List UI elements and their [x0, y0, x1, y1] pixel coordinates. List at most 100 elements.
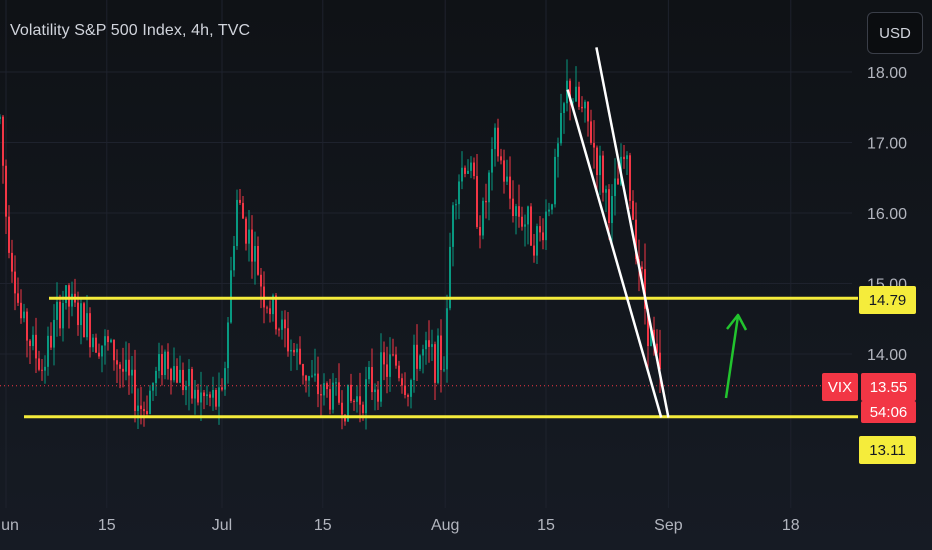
candle-body [143, 409, 145, 412]
candle-body [623, 156, 625, 160]
candle-body [53, 319, 55, 348]
candle-body [146, 411, 148, 415]
candle-body [326, 383, 328, 390]
candle-body [101, 345, 103, 357]
candle-body [176, 366, 178, 383]
candle-body [128, 359, 130, 376]
candle-body [416, 344, 418, 369]
candle-body [590, 121, 592, 143]
candle-body [122, 368, 124, 372]
candle-body [473, 162, 475, 177]
candle-body [104, 336, 106, 346]
candle-body [503, 160, 505, 182]
candle-body [152, 383, 154, 391]
time-scale[interactable]: Jun 15 Jul 15 Aug 15 Sep 18 [0, 517, 800, 534]
candle-body [362, 404, 364, 414]
candle-body [164, 351, 166, 376]
candle-body [650, 329, 652, 347]
candle-body [464, 167, 466, 174]
candle-body [398, 365, 400, 379]
candle-body [494, 127, 496, 150]
candle-body [32, 334, 34, 347]
candle-body [518, 206, 520, 217]
candle-body [479, 226, 481, 236]
candle-body [20, 302, 22, 319]
candle-body [368, 367, 370, 380]
price-scale-label: 17.00 [867, 136, 907, 153]
candle-body [383, 352, 385, 365]
candle-body [290, 349, 292, 352]
candle-body [182, 369, 184, 391]
candle-body [536, 226, 538, 256]
candle-body [197, 389, 199, 403]
candle-body [224, 368, 226, 390]
candle-body [482, 200, 484, 236]
candle-body [38, 358, 40, 370]
currency-button[interactable]: USD [867, 12, 923, 54]
candle-body [134, 369, 136, 412]
candle-body [587, 101, 589, 122]
candle-body [89, 313, 91, 348]
candle-body [191, 368, 193, 399]
candle-body [251, 229, 253, 262]
candle-body [437, 335, 439, 383]
candle-body [581, 106, 583, 109]
candle-body [0, 116, 1, 119]
candle-body [317, 373, 319, 395]
candle-body [410, 380, 412, 397]
candle-body [356, 396, 358, 402]
candle-body [50, 335, 52, 348]
candle-body [209, 394, 211, 398]
candle-body [194, 389, 196, 399]
time-scale-label: 15 [314, 517, 332, 534]
candle-body [71, 293, 73, 307]
candle-body [272, 295, 274, 315]
time-scale-label: Jun [0, 517, 19, 534]
candle-body [635, 219, 637, 260]
candle-body [203, 392, 205, 397]
candle-body [626, 155, 628, 160]
candle-body [413, 344, 415, 381]
last-price-tag: 13.55 [861, 373, 916, 401]
candle-body [407, 394, 409, 397]
candle-body [332, 382, 334, 410]
candle-body [68, 285, 70, 307]
candle-body [188, 368, 190, 387]
candle-body [77, 302, 79, 326]
candle-body [179, 369, 181, 383]
candle-body [329, 389, 331, 410]
candle-body [206, 394, 208, 397]
candle-body [647, 308, 649, 347]
bar-countdown: 54:06 [861, 401, 916, 423]
candle-body [491, 149, 493, 173]
candle-body [95, 337, 97, 353]
candle-body [350, 384, 352, 401]
candle-body [515, 206, 517, 217]
candle-body [509, 176, 511, 199]
candle-body [608, 189, 610, 224]
candle-body [656, 343, 658, 353]
candle-body [548, 209, 550, 212]
time-scale-label: Sep [654, 517, 683, 534]
candle-body [476, 176, 478, 227]
candle-body [632, 200, 634, 220]
trend-line [595, 47, 670, 418]
candle-body [338, 382, 340, 403]
candle-body [467, 170, 469, 174]
candle-body [119, 364, 121, 369]
candle-body [47, 335, 49, 367]
candle-body [488, 172, 490, 203]
candle-body [335, 382, 337, 384]
candle-body [644, 269, 646, 309]
candle-body [167, 351, 169, 369]
candle-body [131, 369, 133, 376]
candle-body [149, 390, 151, 415]
candle-body [275, 295, 277, 330]
candle-body [305, 375, 307, 381]
time-scale-label: 18 [782, 517, 800, 534]
time-scale-label: Aug [431, 517, 459, 534]
candle-body [218, 387, 220, 407]
